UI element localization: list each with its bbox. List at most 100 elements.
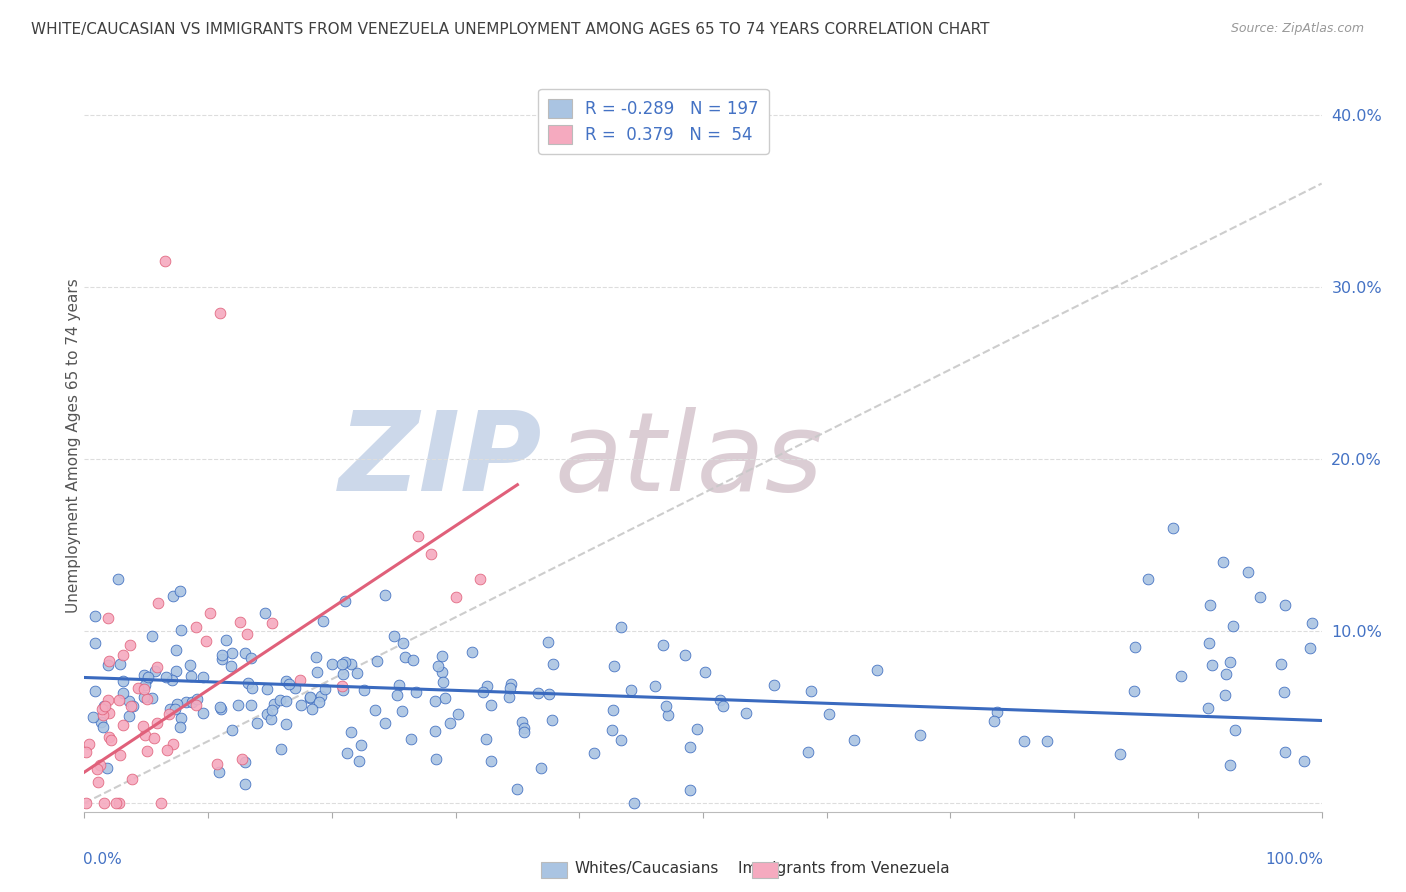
- Point: [100, 733, 122, 747]
- Point: [84, 683, 107, 698]
- Point: [711, 698, 734, 713]
- Point: [461, 644, 484, 658]
- Point: [104, 796, 127, 810]
- Point: [425, 723, 447, 738]
- Point: [583, 747, 606, 761]
- Point: [817, 707, 839, 722]
- Point: [149, 796, 172, 810]
- Point: [506, 781, 529, 796]
- Point: [298, 690, 321, 704]
- Point: [86, 762, 108, 776]
- Text: atlas: atlas: [554, 407, 823, 514]
- Point: [221, 723, 243, 738]
- Point: [112, 686, 135, 700]
- Point: [170, 711, 193, 725]
- Point: [382, 629, 405, 643]
- Point: [1294, 754, 1316, 768]
- Point: [679, 739, 702, 754]
- Point: [374, 715, 396, 730]
- Point: [1272, 685, 1295, 699]
- Point: [111, 674, 134, 689]
- Point: [1199, 598, 1222, 612]
- Point: [470, 573, 492, 587]
- Point: [439, 716, 461, 731]
- Point: [430, 648, 453, 663]
- Point: [1036, 733, 1059, 747]
- Point: [84, 608, 107, 623]
- Point: [181, 695, 204, 709]
- Point: [256, 706, 278, 721]
- Point: [75, 796, 97, 810]
- Point: [209, 305, 232, 319]
- Point: [679, 783, 702, 797]
- Point: [673, 648, 696, 663]
- Point: [1212, 555, 1234, 569]
- Point: [1215, 688, 1237, 702]
- Point: [97, 692, 120, 706]
- Point: [602, 703, 624, 717]
- Point: [1249, 590, 1271, 604]
- Point: [141, 690, 163, 705]
- Point: [610, 733, 633, 747]
- Point: [93, 720, 115, 734]
- Point: [541, 657, 564, 671]
- Point: [290, 698, 312, 712]
- Point: [155, 743, 177, 757]
- Point: [288, 673, 311, 687]
- Point: [118, 694, 141, 708]
- Point: [1109, 747, 1132, 762]
- Text: WHITE/CAUCASIAN VS IMMIGRANTS FROM VENEZUELA UNEMPLOYMENT AMONG AGES 65 TO 74 YE: WHITE/CAUCASIAN VS IMMIGRANTS FROM VENEZ…: [31, 22, 990, 37]
- Point: [350, 738, 373, 752]
- Point: [112, 648, 135, 663]
- Point: [134, 677, 156, 691]
- Text: Immigrants from Venezuela: Immigrants from Venezuela: [738, 861, 949, 876]
- Point: [193, 670, 215, 684]
- Point: [146, 716, 169, 731]
- Point: [654, 699, 676, 714]
- Point: [180, 669, 202, 683]
- Point: [1170, 669, 1192, 683]
- Point: [141, 629, 163, 643]
- Point: [1123, 684, 1146, 698]
- Point: [335, 747, 357, 761]
- Point: [427, 659, 450, 673]
- Point: [408, 529, 430, 543]
- Point: [479, 754, 502, 768]
- Point: [191, 706, 214, 720]
- Point: [162, 590, 184, 604]
- Point: [131, 719, 153, 733]
- Point: [143, 664, 166, 678]
- Point: [270, 741, 292, 756]
- Point: [499, 681, 522, 695]
- Point: [228, 615, 250, 629]
- Point: [82, 710, 104, 724]
- Point: [366, 655, 388, 669]
- Point: [763, 678, 786, 692]
- Point: [332, 657, 354, 671]
- Point: [479, 698, 502, 713]
- Point: [537, 635, 560, 649]
- Point: [226, 698, 249, 713]
- Point: [233, 777, 256, 791]
- Point: [908, 729, 931, 743]
- Point: [121, 699, 143, 714]
- Point: [301, 702, 323, 716]
- Text: ZIP: ZIP: [339, 407, 543, 514]
- Point: [94, 699, 117, 714]
- Point: [132, 690, 155, 705]
- Point: [686, 722, 709, 736]
- Point: [1219, 758, 1241, 772]
- Point: [236, 627, 259, 641]
- Point: [1137, 573, 1160, 587]
- Point: [340, 657, 363, 671]
- Point: [364, 703, 387, 717]
- Point: [205, 756, 228, 771]
- Point: [174, 695, 197, 709]
- Point: [260, 712, 283, 726]
- Point: [97, 658, 120, 673]
- Point: [284, 681, 307, 695]
- Point: [211, 648, 233, 662]
- Point: [260, 615, 283, 630]
- Point: [77, 737, 100, 751]
- Point: [93, 698, 115, 713]
